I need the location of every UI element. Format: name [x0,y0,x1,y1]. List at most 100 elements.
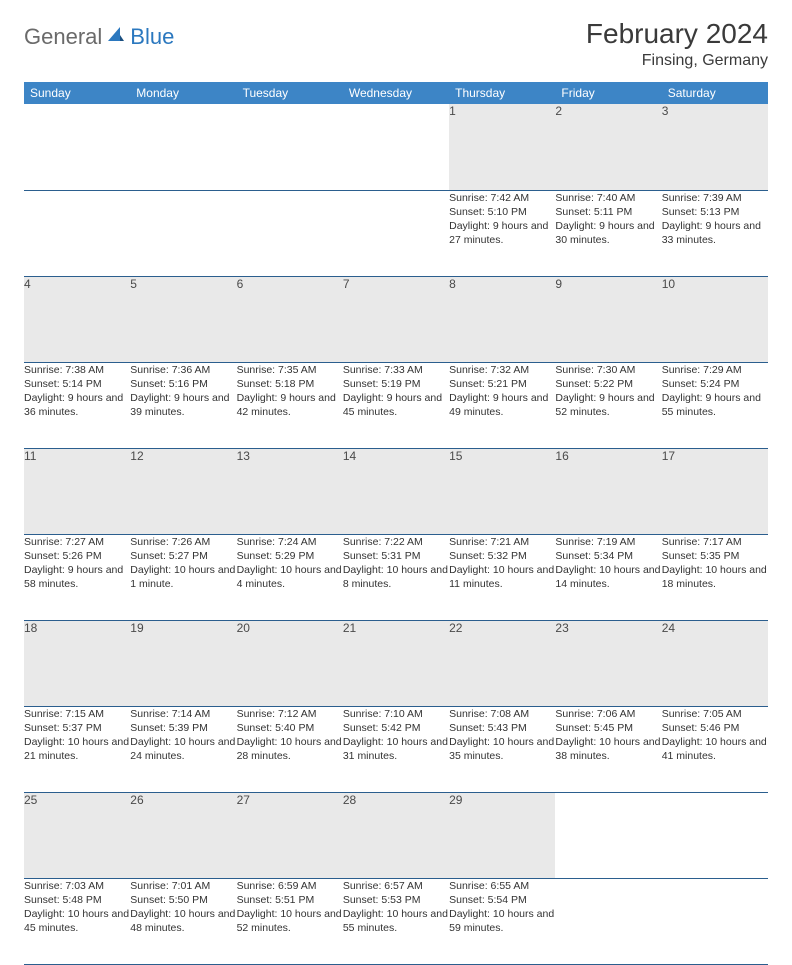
daylight-text: Daylight: 10 hours and 31 minutes. [343,735,449,763]
weekday-header: Friday [555,82,661,104]
day-number-cell: 15 [449,448,555,534]
logo: General Blue [24,18,174,50]
day-number-cell: 6 [237,276,343,362]
day-content-cell: Sunrise: 7:32 AMSunset: 5:21 PMDaylight:… [449,362,555,448]
sunset-text: Sunset: 5:14 PM [24,377,130,391]
sunset-text: Sunset: 5:54 PM [449,893,555,907]
sunset-text: Sunset: 5:35 PM [662,549,768,563]
daylight-text: Daylight: 10 hours and 55 minutes. [343,907,449,935]
daynum-row: 18192021222324 [24,620,768,706]
day-content-cell [662,878,768,964]
sunrise-text: Sunrise: 7:14 AM [130,707,236,721]
weekday-header: Wednesday [343,82,449,104]
day-content-cell: Sunrise: 7:15 AMSunset: 5:37 PMDaylight:… [24,706,130,792]
day-number-cell: 29 [449,792,555,878]
daylight-text: Daylight: 10 hours and 38 minutes. [555,735,661,763]
content-row: Sunrise: 7:27 AMSunset: 5:26 PMDaylight:… [24,534,768,620]
sunset-text: Sunset: 5:26 PM [24,549,130,563]
day-content-cell: Sunrise: 7:40 AMSunset: 5:11 PMDaylight:… [555,190,661,276]
daylight-text: Daylight: 10 hours and 8 minutes. [343,563,449,591]
day-number-cell: 1 [449,104,555,190]
weekday-header-row: Sunday Monday Tuesday Wednesday Thursday… [24,82,768,104]
day-content-cell [343,190,449,276]
day-number-cell: 12 [130,448,236,534]
day-number-cell: 16 [555,448,661,534]
content-row: Sunrise: 7:42 AMSunset: 5:10 PMDaylight:… [24,190,768,276]
daylight-text: Daylight: 9 hours and 49 minutes. [449,391,555,419]
sunset-text: Sunset: 5:18 PM [237,377,343,391]
sunset-text: Sunset: 5:45 PM [555,721,661,735]
sunrise-text: Sunrise: 7:12 AM [237,707,343,721]
day-number-cell: 28 [343,792,449,878]
day-number-cell [343,104,449,190]
sunrise-text: Sunrise: 7:27 AM [24,535,130,549]
day-number-cell: 10 [662,276,768,362]
sunset-text: Sunset: 5:22 PM [555,377,661,391]
month-title: February 2024 [586,18,768,50]
daylight-text: Daylight: 10 hours and 11 minutes. [449,563,555,591]
day-number-cell: 8 [449,276,555,362]
day-number-cell: 18 [24,620,130,706]
day-number-cell [555,792,661,878]
daylight-text: Daylight: 9 hours and 39 minutes. [130,391,236,419]
sunrise-text: Sunrise: 6:55 AM [449,879,555,893]
sunset-text: Sunset: 5:43 PM [449,721,555,735]
weekday-header: Monday [130,82,236,104]
weekday-header: Sunday [24,82,130,104]
sunset-text: Sunset: 5:53 PM [343,893,449,907]
sunrise-text: Sunrise: 6:59 AM [237,879,343,893]
sunset-text: Sunset: 5:40 PM [237,721,343,735]
sunrise-text: Sunrise: 7:33 AM [343,363,449,377]
day-number-cell: 13 [237,448,343,534]
sunrise-text: Sunrise: 7:36 AM [130,363,236,377]
day-number-cell: 25 [24,792,130,878]
day-content-cell: Sunrise: 6:55 AMSunset: 5:54 PMDaylight:… [449,878,555,964]
day-content-cell [237,190,343,276]
weekday-header: Saturday [662,82,768,104]
day-number-cell: 22 [449,620,555,706]
sunrise-text: Sunrise: 7:08 AM [449,707,555,721]
sunrise-text: Sunrise: 7:29 AM [662,363,768,377]
sunset-text: Sunset: 5:11 PM [555,205,661,219]
sunrise-text: Sunrise: 7:30 AM [555,363,661,377]
day-content-cell: Sunrise: 7:42 AMSunset: 5:10 PMDaylight:… [449,190,555,276]
sunrise-text: Sunrise: 7:17 AM [662,535,768,549]
sunset-text: Sunset: 5:16 PM [130,377,236,391]
content-row: Sunrise: 7:15 AMSunset: 5:37 PMDaylight:… [24,706,768,792]
sunset-text: Sunset: 5:48 PM [24,893,130,907]
day-content-cell: Sunrise: 7:21 AMSunset: 5:32 PMDaylight:… [449,534,555,620]
day-number-cell: 21 [343,620,449,706]
sunset-text: Sunset: 5:50 PM [130,893,236,907]
sunset-text: Sunset: 5:21 PM [449,377,555,391]
daylight-text: Daylight: 10 hours and 1 minute. [130,563,236,591]
daynum-row: 123 [24,104,768,190]
day-content-cell: Sunrise: 7:05 AMSunset: 5:46 PMDaylight:… [662,706,768,792]
day-content-cell: Sunrise: 7:39 AMSunset: 5:13 PMDaylight:… [662,190,768,276]
daylight-text: Daylight: 9 hours and 27 minutes. [449,219,555,247]
sunrise-text: Sunrise: 7:15 AM [24,707,130,721]
day-content-cell: Sunrise: 7:33 AMSunset: 5:19 PMDaylight:… [343,362,449,448]
day-content-cell: Sunrise: 7:35 AMSunset: 5:18 PMDaylight:… [237,362,343,448]
day-number-cell: 14 [343,448,449,534]
day-content-cell [24,190,130,276]
daylight-text: Daylight: 10 hours and 18 minutes. [662,563,768,591]
sunset-text: Sunset: 5:29 PM [237,549,343,563]
daylight-text: Daylight: 10 hours and 52 minutes. [237,907,343,935]
day-content-cell: Sunrise: 6:57 AMSunset: 5:53 PMDaylight:… [343,878,449,964]
daylight-text: Daylight: 10 hours and 4 minutes. [237,563,343,591]
sunset-text: Sunset: 5:27 PM [130,549,236,563]
sunrise-text: Sunrise: 7:35 AM [237,363,343,377]
daylight-text: Daylight: 10 hours and 48 minutes. [130,907,236,935]
day-content-cell: Sunrise: 7:10 AMSunset: 5:42 PMDaylight:… [343,706,449,792]
sunrise-text: Sunrise: 7:19 AM [555,535,661,549]
day-number-cell: 3 [662,104,768,190]
day-number-cell [237,104,343,190]
day-content-cell: Sunrise: 7:14 AMSunset: 5:39 PMDaylight:… [130,706,236,792]
daynum-row: 11121314151617 [24,448,768,534]
sunrise-text: Sunrise: 7:26 AM [130,535,236,549]
sunset-text: Sunset: 5:37 PM [24,721,130,735]
daynum-row: 2526272829 [24,792,768,878]
daylight-text: Daylight: 10 hours and 21 minutes. [24,735,130,763]
sunset-text: Sunset: 5:34 PM [555,549,661,563]
day-content-cell: Sunrise: 7:24 AMSunset: 5:29 PMDaylight:… [237,534,343,620]
